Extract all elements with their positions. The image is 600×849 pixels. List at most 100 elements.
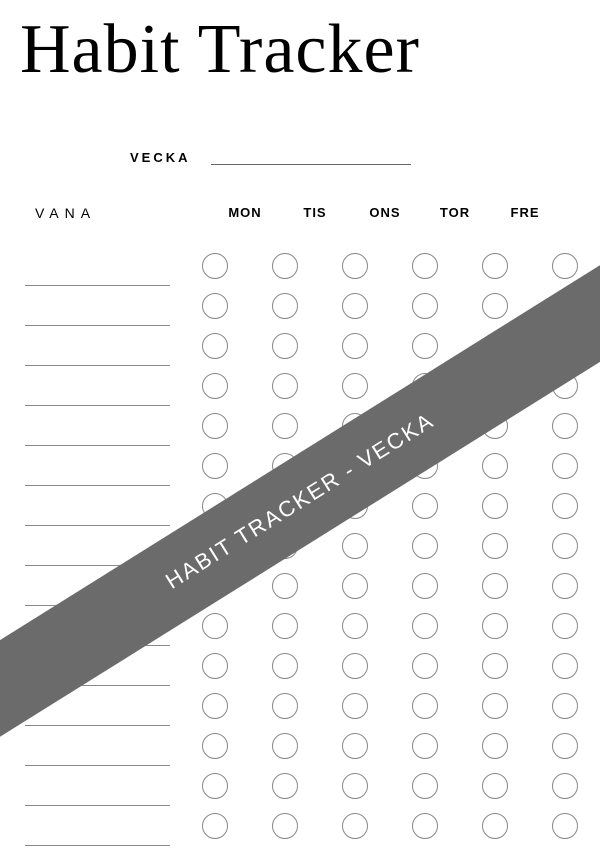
tracker-circle[interactable]	[412, 613, 438, 639]
tracker-circle[interactable]	[202, 253, 228, 279]
tracker-circle[interactable]	[482, 653, 508, 679]
tracker-circle[interactable]	[342, 773, 368, 799]
circle-row	[180, 246, 600, 286]
tracker-circle[interactable]	[412, 293, 438, 319]
tracker-circle[interactable]	[552, 253, 578, 279]
habit-input-line[interactable]	[25, 766, 170, 806]
tracker-circle[interactable]	[552, 533, 578, 559]
tracker-circle[interactable]	[272, 653, 298, 679]
tracker-circle[interactable]	[202, 293, 228, 319]
tracker-circle[interactable]	[342, 373, 368, 399]
tracker-circle[interactable]	[552, 773, 578, 799]
page-title: Habit Tracker	[0, 0, 600, 90]
circle-cell	[530, 693, 600, 719]
tracker-circle[interactable]	[342, 613, 368, 639]
circle-cell	[460, 613, 530, 639]
habit-input-line[interactable]	[25, 366, 170, 406]
tracker-circle[interactable]	[552, 493, 578, 519]
circle-cell	[460, 573, 530, 599]
habit-input-line[interactable]	[25, 486, 170, 526]
tracker-circle[interactable]	[482, 533, 508, 559]
habit-input-line[interactable]	[25, 286, 170, 326]
tracker-circle[interactable]	[482, 813, 508, 839]
tracker-circle[interactable]	[272, 373, 298, 399]
tracker-circle[interactable]	[202, 453, 228, 479]
tracker-circle[interactable]	[342, 533, 368, 559]
tracker-circle[interactable]	[412, 533, 438, 559]
tracker-circle[interactable]	[342, 813, 368, 839]
tracker-circle[interactable]	[202, 773, 228, 799]
tracker-circle[interactable]	[272, 693, 298, 719]
tracker-circle[interactable]	[272, 573, 298, 599]
tracker-circle[interactable]	[412, 813, 438, 839]
tracker-circle[interactable]	[482, 613, 508, 639]
tracker-circle[interactable]	[342, 693, 368, 719]
tracker-circle[interactable]	[482, 453, 508, 479]
tracker-circle[interactable]	[272, 733, 298, 759]
tracker-circle[interactable]	[552, 733, 578, 759]
tracker-circle[interactable]	[272, 773, 298, 799]
tracker-circle[interactable]	[552, 813, 578, 839]
circle-cell	[180, 773, 250, 799]
tracker-circle[interactable]	[272, 413, 298, 439]
tracker-circle[interactable]	[342, 253, 368, 279]
tracker-circle[interactable]	[552, 573, 578, 599]
tracker-circle[interactable]	[342, 653, 368, 679]
tracker-circle[interactable]	[342, 573, 368, 599]
tracker-circle[interactable]	[482, 293, 508, 319]
week-input-line[interactable]	[211, 164, 411, 165]
tracker-circle[interactable]	[412, 493, 438, 519]
tracker-circle[interactable]	[552, 613, 578, 639]
tracker-circle[interactable]	[412, 333, 438, 359]
circle-cell	[320, 373, 390, 399]
tracker-circle[interactable]	[482, 573, 508, 599]
habit-input-line[interactable]	[25, 406, 170, 446]
circle-cell	[180, 453, 250, 479]
tracker-circle[interactable]	[342, 733, 368, 759]
tracker-circle[interactable]	[202, 373, 228, 399]
circle-cell	[180, 733, 250, 759]
tracker-circle[interactable]	[202, 653, 228, 679]
tracker-circle[interactable]	[552, 653, 578, 679]
tracker-circle[interactable]	[202, 733, 228, 759]
tracker-circle[interactable]	[202, 693, 228, 719]
tracker-circle[interactable]	[272, 293, 298, 319]
tracker-circle[interactable]	[552, 693, 578, 719]
tracker-circle[interactable]	[482, 773, 508, 799]
habit-input-line[interactable]	[25, 806, 170, 846]
tracker-circle[interactable]	[342, 293, 368, 319]
tracker-circle[interactable]	[412, 653, 438, 679]
habit-input-line[interactable]	[25, 246, 170, 286]
circle-cell	[390, 813, 460, 839]
tracker-circle[interactable]	[412, 773, 438, 799]
tracker-circle[interactable]	[482, 253, 508, 279]
tracker-circle[interactable]	[412, 733, 438, 759]
habit-input-line[interactable]	[25, 326, 170, 366]
tracker-circle[interactable]	[272, 333, 298, 359]
day-header: ONS	[350, 205, 420, 221]
circle-cell	[250, 733, 320, 759]
circle-cell	[320, 693, 390, 719]
tracker-circle[interactable]	[272, 613, 298, 639]
tracker-circle[interactable]	[342, 333, 368, 359]
tracker-circle[interactable]	[272, 813, 298, 839]
tracker-circle[interactable]	[482, 493, 508, 519]
circle-cell	[180, 813, 250, 839]
habit-input-line[interactable]	[25, 726, 170, 766]
circle-cell	[460, 253, 530, 279]
tracker-circle[interactable]	[482, 733, 508, 759]
tracker-circle[interactable]	[552, 413, 578, 439]
tracker-circle[interactable]	[202, 333, 228, 359]
circle-row	[180, 606, 600, 646]
tracker-circle[interactable]	[412, 573, 438, 599]
circle-cell	[390, 693, 460, 719]
tracker-circle[interactable]	[202, 613, 228, 639]
tracker-circle[interactable]	[272, 253, 298, 279]
tracker-circle[interactable]	[202, 813, 228, 839]
tracker-circle[interactable]	[482, 693, 508, 719]
tracker-circle[interactable]	[202, 413, 228, 439]
tracker-circle[interactable]	[552, 453, 578, 479]
tracker-circle[interactable]	[412, 693, 438, 719]
tracker-circle[interactable]	[412, 253, 438, 279]
habit-input-line[interactable]	[25, 446, 170, 486]
